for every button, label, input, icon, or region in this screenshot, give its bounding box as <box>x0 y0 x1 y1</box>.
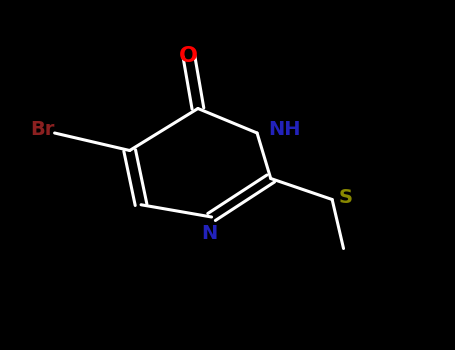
Text: N: N <box>201 224 217 243</box>
Text: S: S <box>339 188 353 207</box>
Text: Br: Br <box>30 120 55 139</box>
Text: O: O <box>179 46 198 66</box>
Text: NH: NH <box>268 120 301 139</box>
